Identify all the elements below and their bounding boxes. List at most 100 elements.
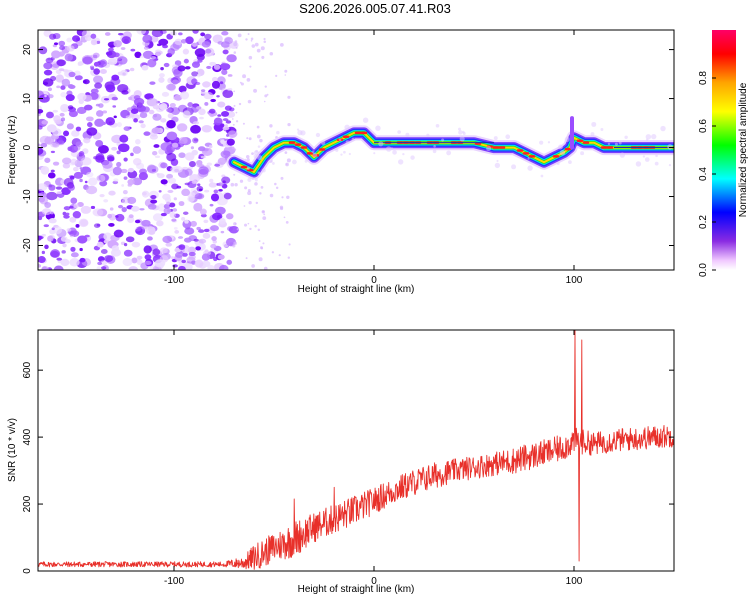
noise-blob — [200, 89, 206, 92]
noise-blob — [163, 207, 172, 215]
snr-x-axis: -100 0 100 — [164, 330, 583, 587]
noise-blob — [66, 181, 75, 189]
noise-blob — [47, 94, 54, 99]
noise-blob — [62, 243, 67, 248]
noise-speck — [260, 185, 264, 189]
ridge-haze — [540, 174, 544, 178]
ridge-haze — [496, 159, 499, 162]
noise-blob — [191, 149, 199, 156]
noise-blob — [38, 108, 44, 114]
noise-blob — [108, 222, 115, 227]
noise-blob — [210, 98, 216, 103]
noise-speck — [246, 137, 249, 140]
noise-blob — [122, 189, 128, 195]
noise-blob — [121, 198, 129, 204]
noise-blob — [58, 40, 66, 47]
noise-blob — [204, 249, 209, 253]
snr-y-tick-label: 200 — [22, 495, 33, 512]
noise-blob — [169, 102, 176, 108]
noise-blob — [59, 112, 65, 117]
noise-blob — [129, 67, 135, 72]
noise-blob — [220, 150, 231, 159]
ridge-haze — [261, 168, 266, 173]
noise-speck — [240, 82, 244, 86]
ridge-haze — [539, 140, 544, 145]
noise-blob — [115, 215, 119, 218]
noise-speck — [239, 81, 242, 84]
noise-blob — [60, 92, 67, 98]
ridge-haze — [668, 163, 672, 167]
ridge-haze — [645, 138, 649, 142]
noise-blob — [166, 201, 171, 206]
noise-blob — [76, 106, 87, 115]
snr-background — [38, 330, 674, 571]
noise-blob — [107, 213, 113, 219]
noise-blob — [112, 105, 117, 108]
noise-speck — [250, 39, 253, 42]
noise-blob — [181, 217, 186, 221]
noise-blob — [156, 43, 162, 47]
noise-blob — [50, 150, 56, 154]
noise-blob — [126, 196, 137, 205]
noise-blob — [177, 236, 184, 239]
noise-blob — [154, 266, 160, 270]
noise-blob — [203, 219, 209, 224]
noise-blob — [105, 51, 113, 56]
noise-blob — [148, 230, 156, 235]
ridge-haze — [624, 135, 628, 140]
noise-blob — [53, 115, 61, 123]
noise-blob — [216, 95, 220, 98]
noise-blob — [190, 146, 195, 150]
ridge-haze — [511, 164, 517, 170]
noise-blob — [187, 102, 194, 108]
noise-blob — [55, 74, 64, 83]
noise-speck — [275, 74, 278, 77]
ridge-haze — [296, 128, 300, 131]
noise-blob — [153, 144, 160, 148]
noise-speck — [263, 40, 267, 43]
snr-y-tick-label: 0 — [22, 568, 33, 574]
noise-blob — [154, 259, 166, 268]
noise-speck — [279, 205, 284, 210]
noise-speck — [245, 38, 248, 41]
figure-title: S206.2026.005.07.41.R03 — [299, 1, 451, 16]
noise-blob — [225, 120, 232, 124]
snr-x-tick-label: 100 — [566, 576, 583, 587]
noise-blob — [111, 134, 123, 144]
noise-blob — [96, 174, 106, 183]
ridge-haze — [600, 128, 604, 131]
snr-x-tick-label: 0 — [371, 576, 377, 587]
noise-blob — [60, 236, 68, 242]
noise-blob — [62, 107, 67, 111]
noise-blob — [196, 73, 201, 78]
spectrogram-x-tick-label: 100 — [566, 275, 583, 286]
noise-blob — [38, 125, 43, 130]
snr-x-tick-label: -100 — [164, 576, 184, 587]
ridge-haze — [494, 162, 501, 169]
noise-speck — [235, 46, 238, 49]
noise-blob — [147, 165, 159, 174]
noise-blob — [83, 137, 91, 144]
noise-blob — [79, 178, 83, 183]
ridge-haze — [651, 133, 657, 140]
noise-speck — [235, 111, 238, 114]
noise-blob — [192, 121, 200, 125]
noise-speck — [247, 222, 250, 225]
noise-blob — [105, 117, 116, 126]
noise-blob — [46, 191, 58, 201]
ridge-haze — [351, 137, 355, 141]
noise-blob — [128, 266, 138, 270]
ridge-haze — [458, 127, 461, 131]
noise-speck — [261, 210, 265, 214]
noise-blob — [226, 133, 230, 137]
noise-speck — [248, 201, 252, 205]
noise-blob — [206, 162, 213, 166]
noise-blob — [217, 254, 225, 260]
ridge-haze — [607, 142, 611, 146]
noise-blob — [166, 108, 172, 113]
noise-blob — [113, 40, 122, 48]
ridge-haze — [321, 140, 326, 146]
noise-speck — [254, 225, 257, 228]
noise-blob — [220, 63, 228, 70]
